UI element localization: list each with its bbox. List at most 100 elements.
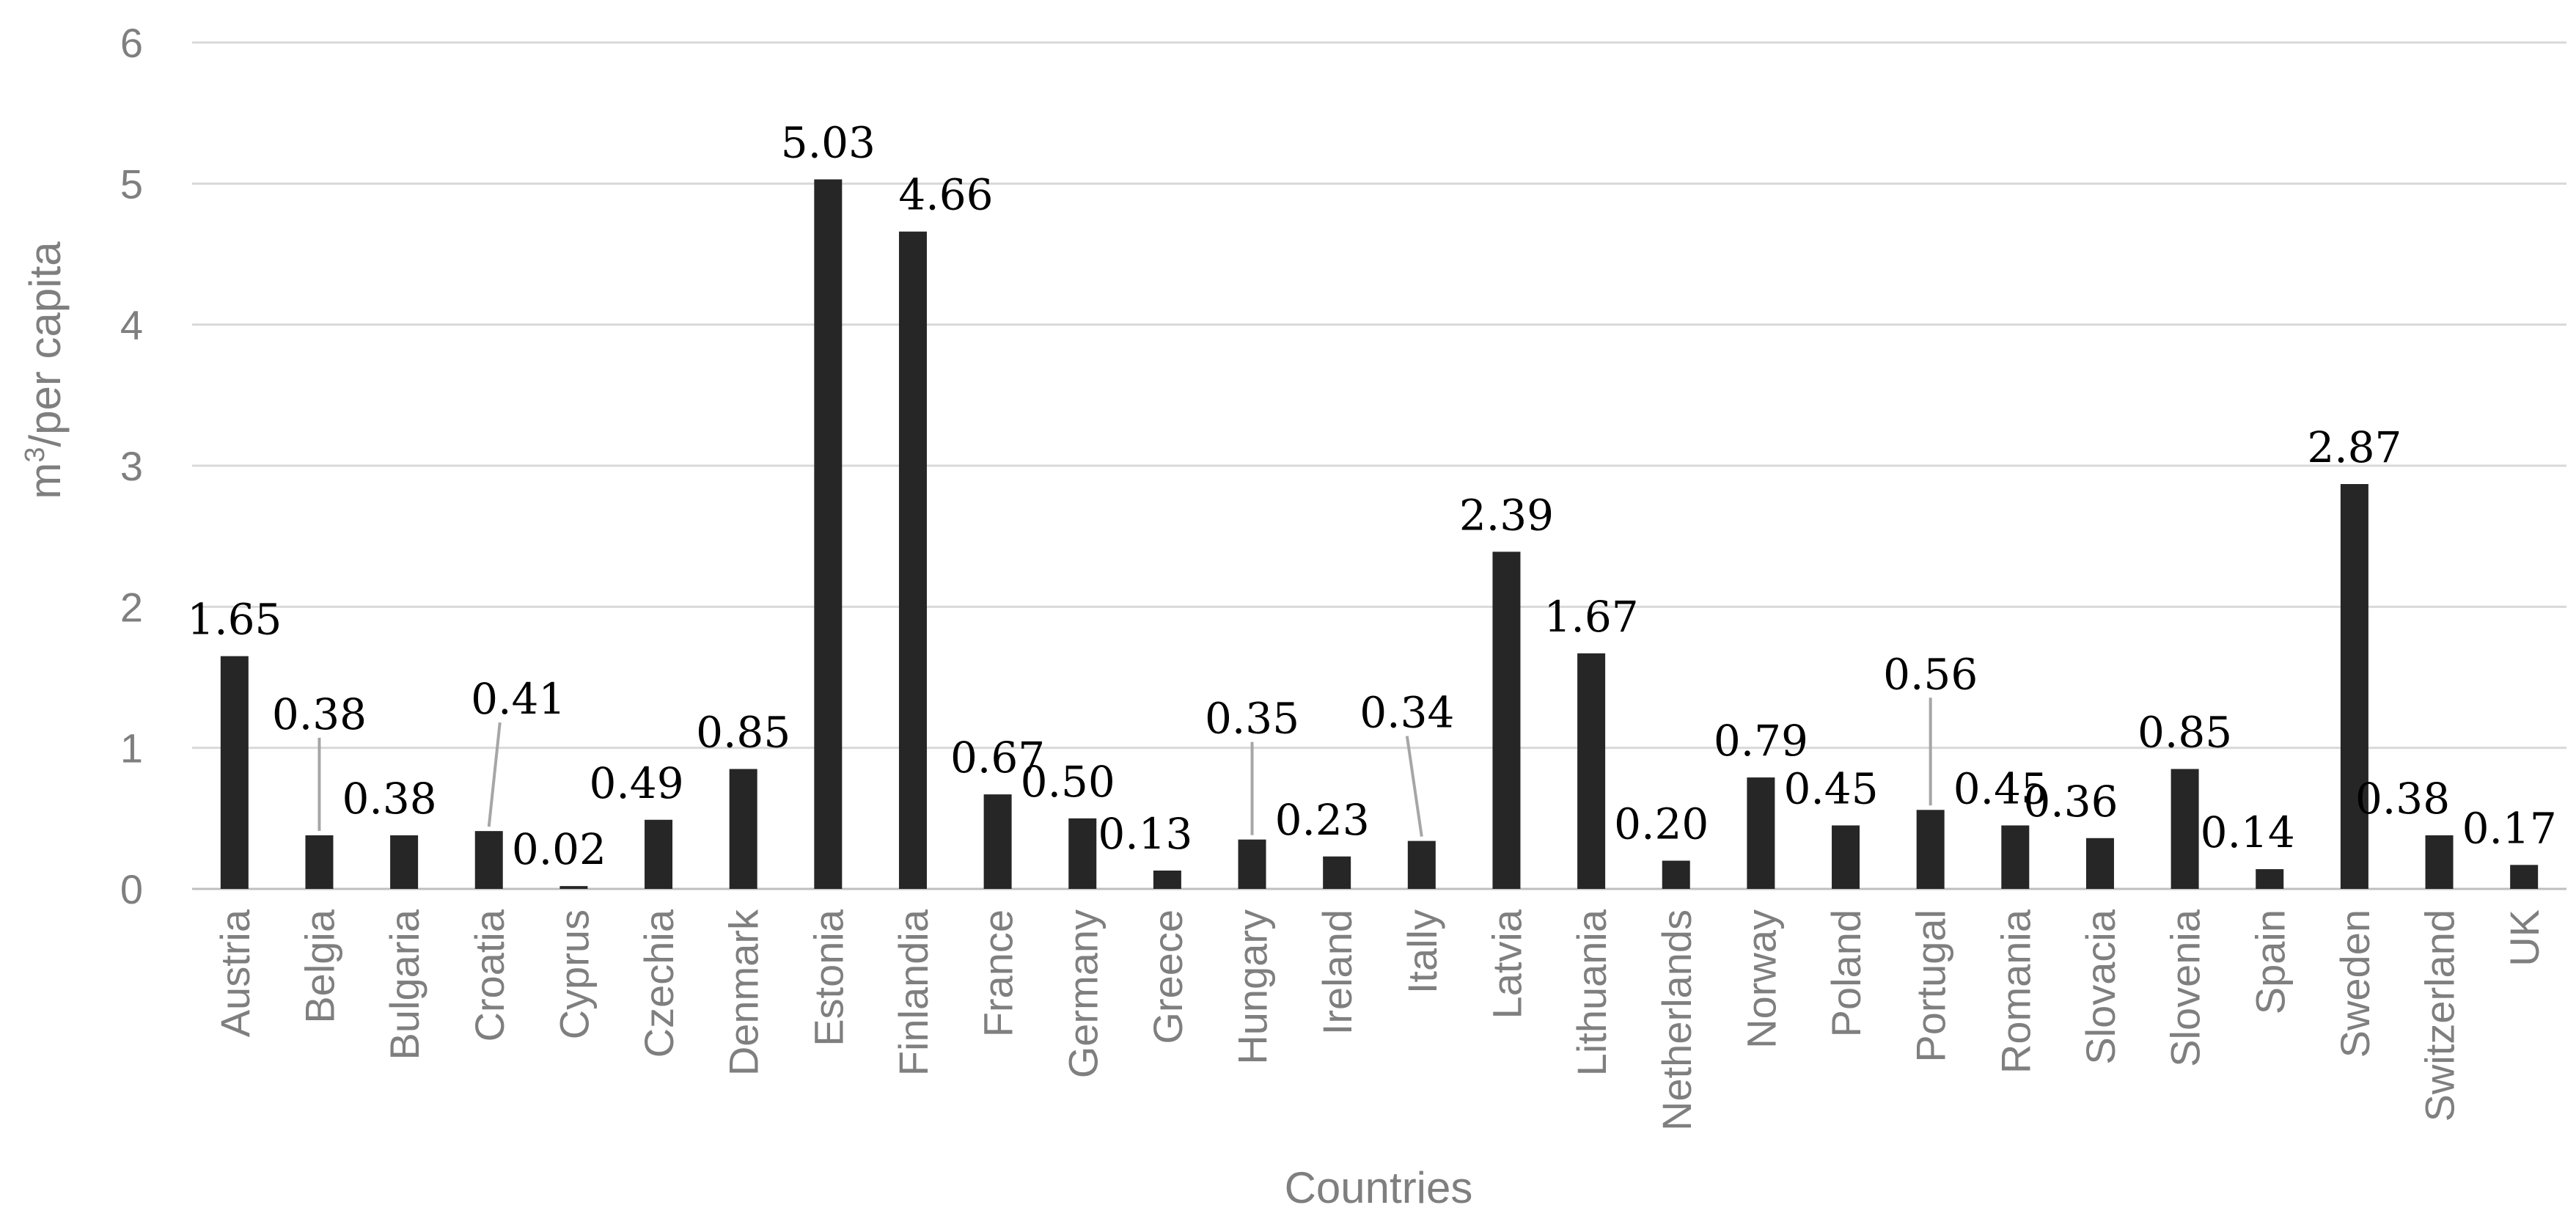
bar-ireland bbox=[1323, 856, 1351, 889]
x-tick-label-belgia: Belgia bbox=[296, 909, 342, 1024]
y-axis-title-sup: 3 bbox=[20, 447, 51, 463]
bar-portugal bbox=[1916, 810, 1945, 889]
data-label-poland: 0.45 bbox=[1783, 763, 1878, 813]
x-tick-label-austria: Austria bbox=[212, 909, 258, 1037]
bar-romania bbox=[2001, 825, 2030, 889]
bars bbox=[220, 179, 2539, 889]
bar-germany bbox=[1068, 818, 1097, 889]
x-tick-label-uk: UK bbox=[2501, 909, 2547, 967]
x-tick-label-portugal: Portugal bbox=[1908, 909, 1954, 1063]
x-tick-label-germany: Germany bbox=[1060, 909, 1106, 1078]
leader-lines bbox=[318, 697, 1932, 837]
bar-slovenia bbox=[2170, 769, 2199, 889]
y-tick-label: 2 bbox=[120, 584, 143, 630]
y-tick-label: 6 bbox=[120, 20, 143, 66]
x-tick-label-cyprus: Cyprus bbox=[551, 909, 597, 1039]
bar-uk bbox=[2510, 865, 2539, 889]
bar-czechia bbox=[645, 819, 673, 889]
bar-greece bbox=[1153, 870, 1181, 889]
y-tick-label: 3 bbox=[120, 443, 143, 489]
data-label-romania: 0.45 bbox=[1953, 763, 2048, 813]
x-tick-label-hungary: Hungary bbox=[1230, 909, 1276, 1065]
bar-austria bbox=[220, 656, 249, 889]
x-tick-label-greece: Greece bbox=[1145, 909, 1191, 1044]
bar-switzerland bbox=[2425, 835, 2454, 889]
x-tick-label-itally: Itally bbox=[1399, 909, 1445, 994]
data-label-ireland: 0.23 bbox=[1275, 795, 1370, 845]
data-label-czechia: 0.49 bbox=[589, 758, 683, 808]
bar-finlandia bbox=[898, 231, 927, 889]
data-label-sweden: 2.87 bbox=[2307, 422, 2401, 472]
data-label-denmark: 0.85 bbox=[696, 708, 790, 758]
bar-spain bbox=[2256, 869, 2284, 889]
data-label-estonia: 5.03 bbox=[781, 118, 876, 168]
bar-sweden bbox=[2340, 484, 2368, 889]
x-tick-label-denmark: Denmark bbox=[721, 909, 767, 1076]
gridlines bbox=[192, 41, 2566, 890]
y-tick-label: 0 bbox=[120, 866, 143, 912]
bar-croatia bbox=[474, 831, 503, 889]
bar-lithuania bbox=[1577, 653, 1606, 889]
data-label-hungary: 0.35 bbox=[1205, 694, 1299, 744]
bar-belgia bbox=[305, 835, 334, 889]
x-tick-label-netherlands: Netherlands bbox=[1654, 909, 1700, 1131]
x-tick-label-bulgaria: Bulgaria bbox=[381, 909, 428, 1060]
bar-hungary bbox=[1238, 839, 1266, 889]
x-tick-label-slovacia: Slovacia bbox=[2077, 909, 2124, 1065]
bar-cyprus bbox=[559, 886, 588, 889]
data-label-lithuania: 1.67 bbox=[1544, 592, 1639, 642]
bar-norway bbox=[1747, 777, 1775, 889]
data-label-portugal: 0.56 bbox=[1883, 649, 1978, 699]
y-axis-title: m3/per capita bbox=[20, 241, 70, 499]
data-label-austria: 1.65 bbox=[187, 595, 282, 645]
x-axis-ticks: Austria Belgia Bulgaria Croatia Cyprus Czechi… bbox=[212, 909, 2547, 1131]
bar-itally bbox=[1407, 840, 1436, 889]
data-label-bulgaria: 0.38 bbox=[342, 774, 437, 824]
y-tick-label: 4 bbox=[120, 302, 143, 348]
x-tick-label-czechia: Czechia bbox=[636, 909, 682, 1058]
bar-bulgaria bbox=[390, 835, 419, 889]
data-label-croatia: 0.41 bbox=[471, 674, 565, 724]
bar-poland bbox=[1832, 825, 1860, 889]
bar-latvia bbox=[1492, 552, 1521, 889]
y-axis-title-rest: /per capita bbox=[21, 241, 70, 447]
x-tick-label-norway: Norway bbox=[1738, 909, 1784, 1049]
x-tick-label-finlandia: Finlandia bbox=[890, 909, 936, 1076]
x-tick-label-lithuania: Lithuania bbox=[1568, 909, 1615, 1076]
data-label-switzerland: 0.38 bbox=[2355, 774, 2450, 824]
leader-line-itally bbox=[1405, 736, 1423, 837]
bar-estonia bbox=[814, 179, 843, 889]
data-label-itally: 0.34 bbox=[1359, 688, 1454, 738]
x-tick-label-poland: Poland bbox=[1823, 909, 1869, 1037]
x-tick-label-france: France bbox=[975, 909, 1021, 1037]
data-labels: 1.65 0.38 0.38 0.41 0.02 0.49 0.85 5.03 4.66 0.67… bbox=[187, 118, 2556, 875]
x-tick-label-romania: Romania bbox=[1992, 909, 2039, 1074]
data-label-latvia: 2.39 bbox=[1459, 490, 1554, 540]
data-label-spain: 0.14 bbox=[2201, 807, 2295, 857]
x-tick-label-slovenia: Slovenia bbox=[2162, 909, 2209, 1067]
data-label-france: 0.67 bbox=[950, 733, 1045, 783]
x-axis-title: Countries bbox=[1285, 1163, 1473, 1212]
x-tick-label-latvia: Latvia bbox=[1483, 909, 1530, 1019]
data-label-slovenia: 0.85 bbox=[2138, 708, 2232, 758]
data-label-greece: 0.13 bbox=[1098, 809, 1192, 859]
data-label-uk: 0.17 bbox=[2462, 803, 2557, 853]
bar-slovacia bbox=[2085, 838, 2114, 889]
bar-france bbox=[983, 794, 1012, 889]
data-label-slovacia: 0.36 bbox=[2023, 777, 2118, 827]
y-axis-ticks: 0 1 2 3 4 5 6 bbox=[120, 20, 143, 912]
bar-denmark bbox=[729, 769, 757, 889]
y-tick-label: 5 bbox=[120, 161, 143, 207]
x-tick-label-ireland: Ireland bbox=[1314, 909, 1360, 1035]
x-tick-label-switzerland: Switzerland bbox=[2417, 909, 2463, 1121]
data-label-norway: 0.79 bbox=[1714, 716, 1808, 766]
data-label-cyprus: 0.02 bbox=[512, 824, 606, 874]
x-tick-label-spain: Spain bbox=[2247, 909, 2293, 1014]
y-axis-title-base: m bbox=[21, 463, 70, 499]
leader-line-croatia bbox=[487, 722, 502, 827]
x-tick-label-sweden: Sweden bbox=[2332, 909, 2378, 1058]
data-label-belgia: 0.38 bbox=[272, 689, 367, 739]
data-label-germany: 0.50 bbox=[1021, 757, 1115, 807]
x-tick-label-croatia: Croatia bbox=[466, 909, 513, 1041]
